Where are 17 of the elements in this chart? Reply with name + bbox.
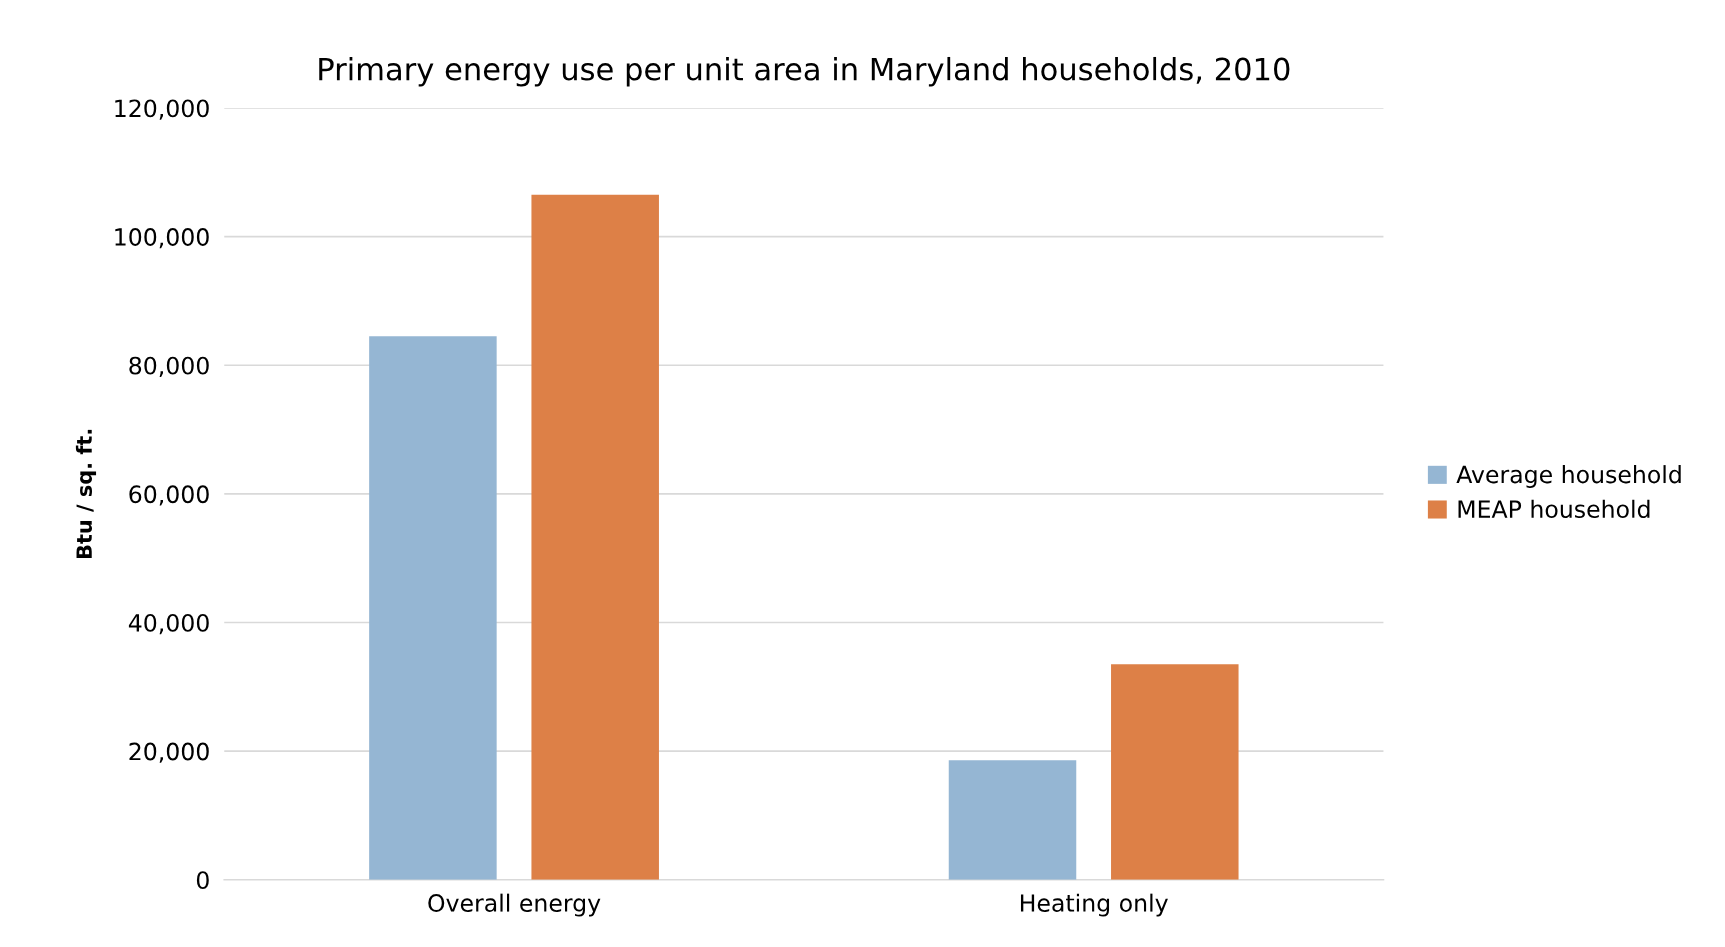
y-tick-label: 0 — [196, 871, 209, 890]
bar — [369, 336, 497, 880]
y-axis-title: Btu / sq. ft. — [75, 429, 97, 559]
bar — [1111, 664, 1239, 880]
y-tick-label: 60,000 — [129, 485, 209, 506]
y-tick-label: 40,000 — [128, 613, 209, 635]
y-tick-label: 120,000 — [115, 99, 209, 120]
bar — [531, 194, 659, 880]
x-tick-label: Overall energy — [428, 893, 601, 917]
legend-label: Average household — [1456, 465, 1681, 488]
bar — [948, 760, 1077, 880]
x-tick-label: Heating only — [1020, 893, 1168, 917]
y-tick-label: 80,000 — [129, 356, 209, 377]
chart-title: Primary energy use per unit area in Maryland households, 2010 — [319, 56, 1290, 87]
y-tick-label: 100,000 — [115, 228, 209, 249]
legend-label: MEAP household — [1458, 499, 1650, 519]
y-tick-label: 20,000 — [129, 742, 209, 763]
